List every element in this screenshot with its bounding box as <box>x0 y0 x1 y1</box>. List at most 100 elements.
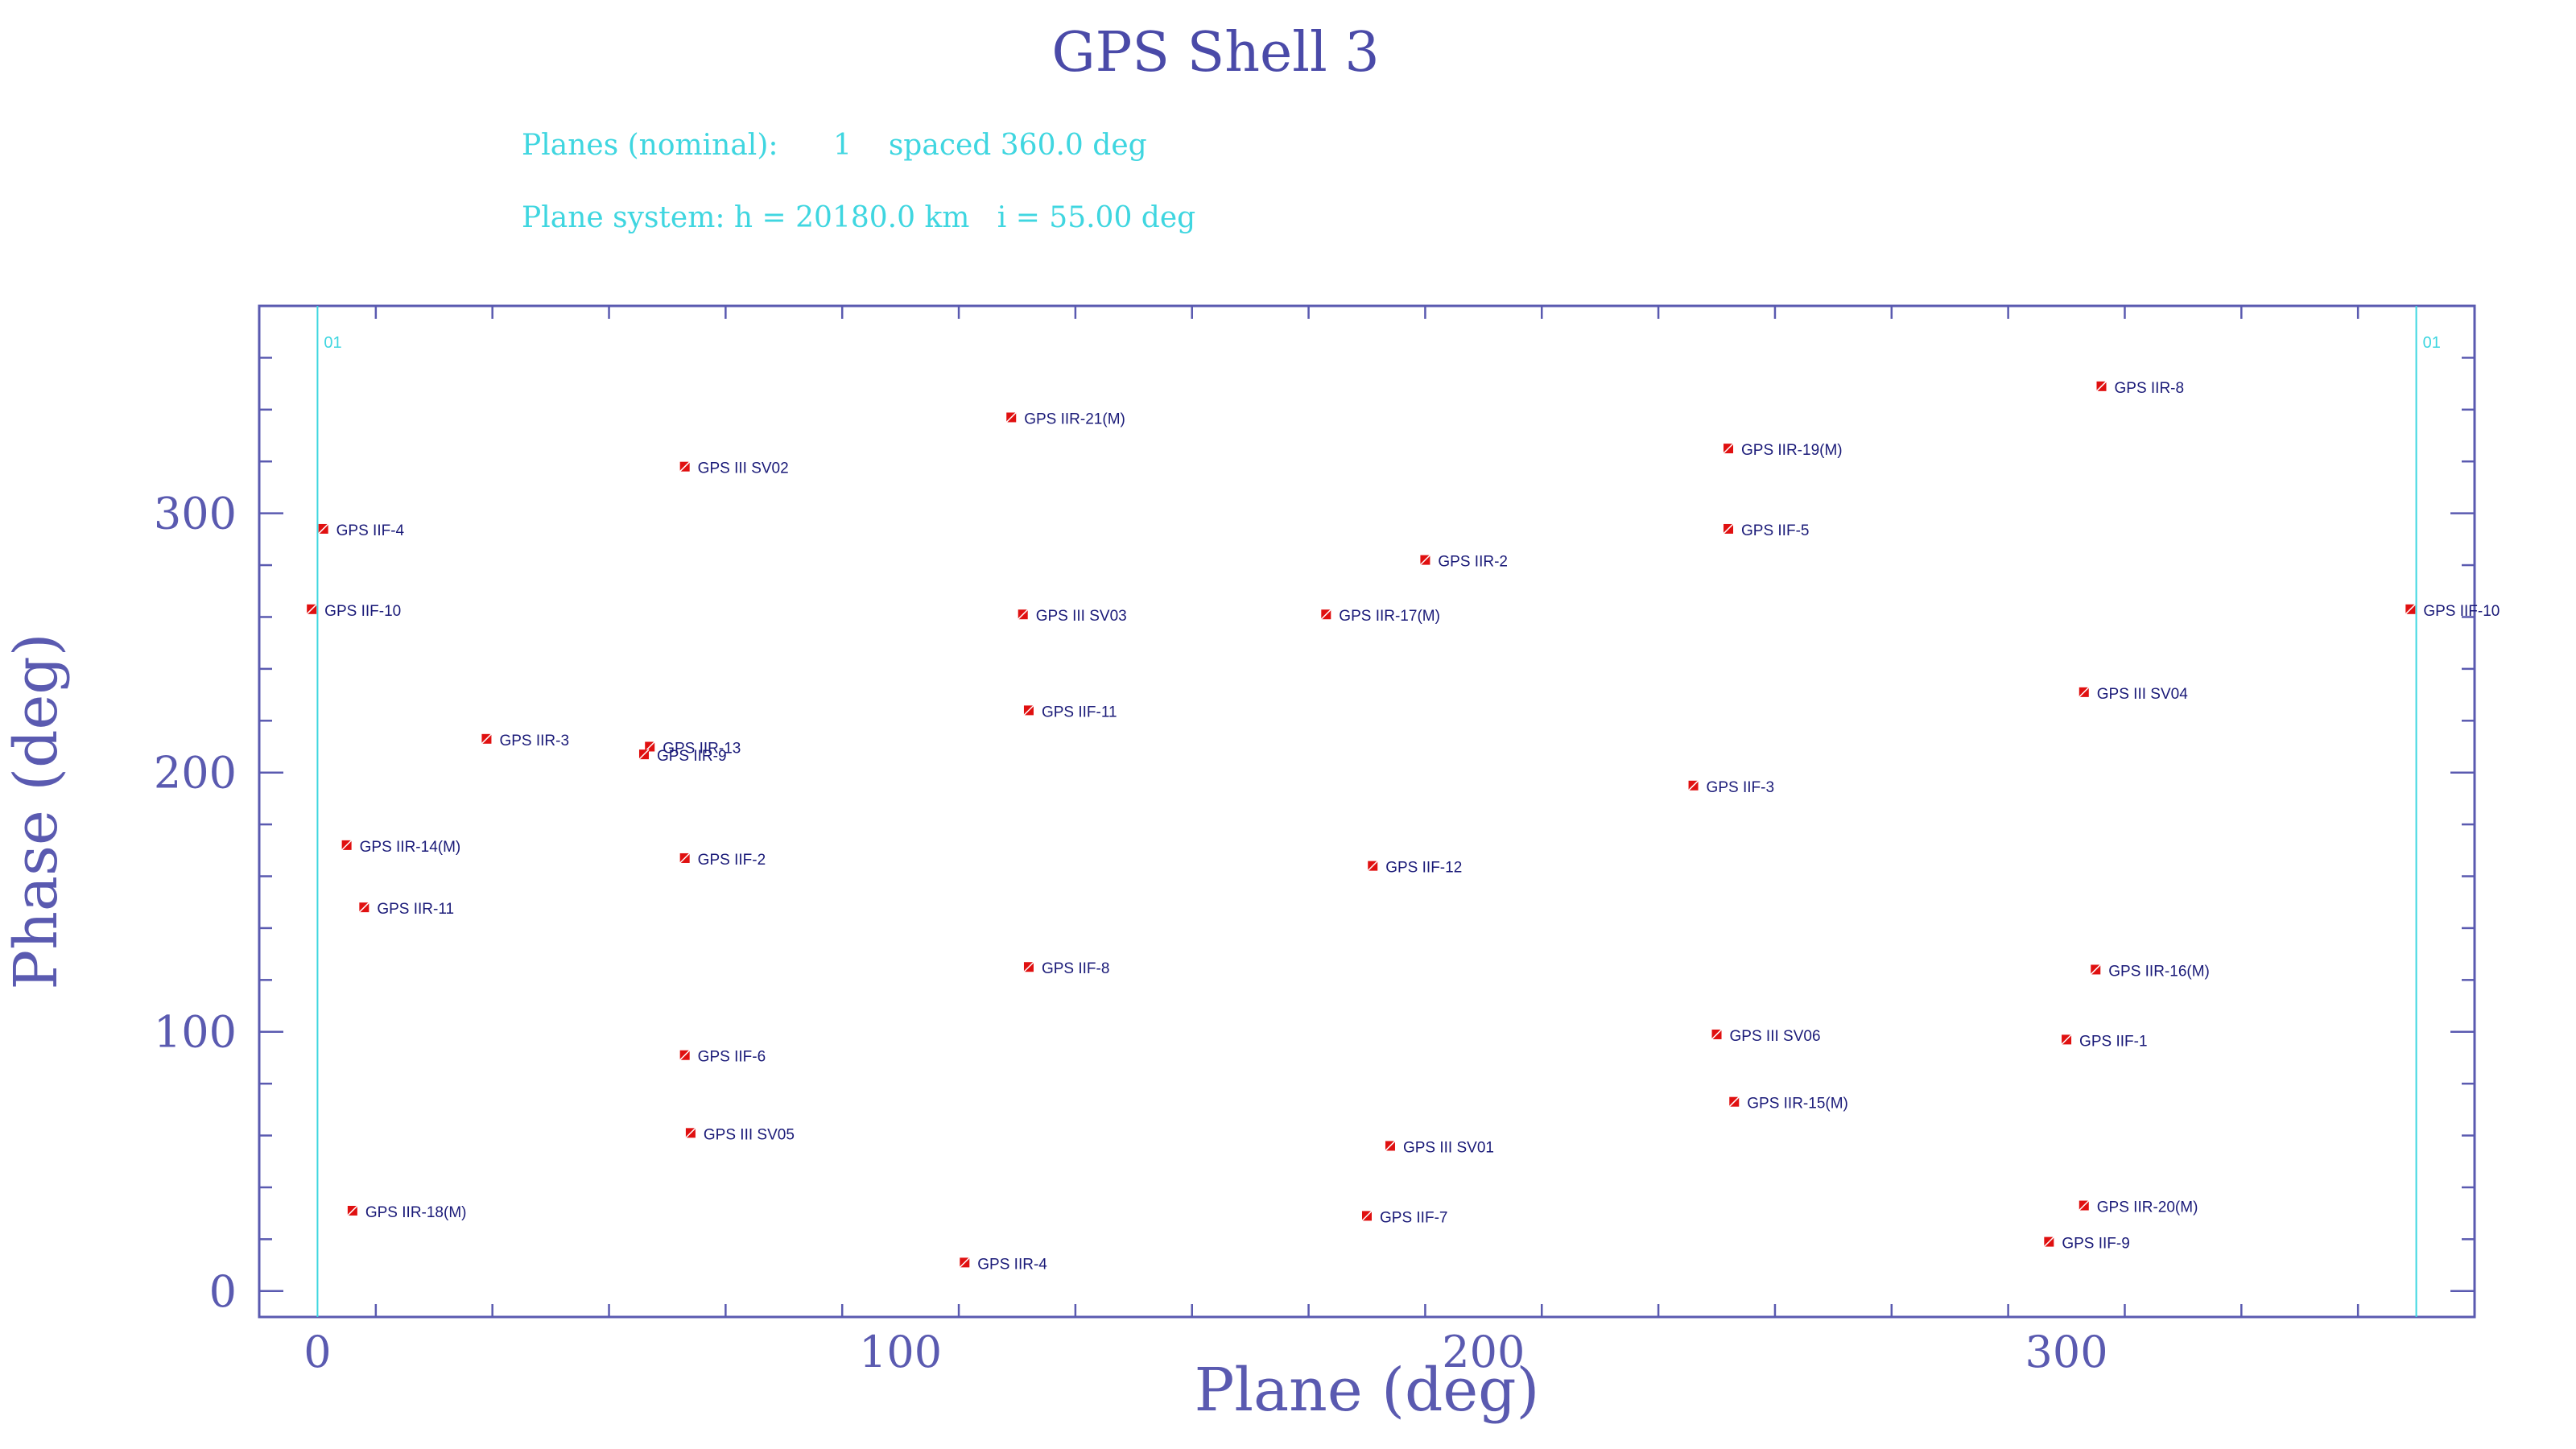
satellite-point: GPS IIR-8 <box>2095 380 2185 397</box>
plane-line-label: 01 <box>324 334 341 352</box>
satellite-point: GPS IIF-10 <box>2405 603 2500 620</box>
plane-line-label: 01 <box>2423 334 2441 352</box>
satellite-marker-slash <box>2061 1034 2072 1045</box>
satellite-point: GPS III SV02 <box>679 460 789 477</box>
satellite-point: GPS IIF-6 <box>679 1049 766 1066</box>
satellite-point: GPS IIR-15(M) <box>1728 1096 1848 1113</box>
satellite-label: GPS IIR-14(M) <box>360 839 461 856</box>
satellite-point: GPS IIR-11 <box>358 901 454 918</box>
satellite-marker-slash <box>959 1257 970 1268</box>
satellite-point: GPS IIR-20(M) <box>2079 1199 2198 1216</box>
satellite-label: GPS IIR-2 <box>1438 554 1508 571</box>
satellite-point: GPS IIR-2 <box>1419 554 1508 571</box>
satellite-label: GPS IIR-19(M) <box>1741 442 1843 459</box>
satellite-label: GPS IIR-16(M) <box>2108 963 2210 980</box>
satellite-marker-slash <box>1023 961 1034 972</box>
satellite-marker-slash <box>2090 964 2101 975</box>
satellite-label: GPS IIR-3 <box>499 733 569 749</box>
satellite-label: GPS IIF-10 <box>2423 603 2500 620</box>
satellite-point: GPS IIF-8 <box>1023 960 1109 977</box>
satellite-marker-slash <box>1711 1029 1723 1040</box>
satellite-label: GPS III SV06 <box>1730 1028 1821 1045</box>
satellite-marker-slash <box>638 749 650 760</box>
x-tick-label: 300 <box>2025 1327 2108 1377</box>
satellite-label: GPS IIF-1 <box>2079 1033 2147 1050</box>
y-tick-label: 300 <box>154 489 237 539</box>
satellite-marker-slash <box>2079 1199 2090 1212</box>
satellite-label: GPS IIF-3 <box>1707 779 1774 796</box>
satellite-label: GPS IIF-9 <box>2062 1236 2129 1253</box>
satellite-point: GPS IIF-3 <box>1688 779 1774 796</box>
satellite-point: GPS IIF-11 <box>1023 704 1117 720</box>
satellite-marker-slash <box>1728 1096 1740 1108</box>
satellite-label: GPS III SV03 <box>1036 608 1127 625</box>
satellite-marker-slash <box>1723 443 1734 454</box>
satellite-label: GPS IIF-5 <box>1741 522 1809 539</box>
satellite-point: GPS IIF-1 <box>2061 1033 2148 1050</box>
satellite-marker-slash <box>1723 523 1734 535</box>
satellite-point: GPS IIR-3 <box>481 733 569 749</box>
satellite-marker-slash <box>1361 1210 1373 1221</box>
satellite-label: GPS IIR-21(M) <box>1024 411 1125 427</box>
satellite-point: GPS IIR-16(M) <box>2090 963 2210 980</box>
satellite-marker-slash <box>2095 381 2107 392</box>
chart-title: GPS Shell 3 <box>1051 21 1379 85</box>
satellite-marker-slash <box>1005 411 1017 423</box>
y-tick-label: 0 <box>209 1266 237 1317</box>
satellite-label: GPS IIF-11 <box>1042 704 1117 720</box>
satellite-label: GPS IIR-8 <box>2115 380 2185 397</box>
plane-lines: 01 01 <box>316 306 2441 1317</box>
x-tick-label: 100 <box>859 1327 942 1377</box>
satellite-marker-slash <box>341 840 353 851</box>
satellite-label: GPS IIR-20(M) <box>2097 1199 2198 1216</box>
satellite-label: GPS IIF-10 <box>324 603 401 620</box>
x-axis-label: Plane (deg) <box>1195 1356 1540 1425</box>
y-axis-label: Phase (deg) <box>2 633 71 989</box>
y-tick-label: 200 <box>154 748 237 799</box>
satellite-marker-slash <box>481 733 492 745</box>
satellite-label: GPS III SV05 <box>704 1126 795 1143</box>
satellite-label: GPS III SV01 <box>1403 1139 1494 1156</box>
satellite-marker-slash <box>1385 1140 1396 1151</box>
satellite-marker-slash <box>347 1205 358 1216</box>
satellite-marker-slash <box>1419 555 1430 566</box>
satellite-label: GPS IIR-4 <box>977 1256 1047 1273</box>
y-tick-label: 100 <box>154 1007 237 1058</box>
satellite-point: GPS III SV01 <box>1385 1139 1494 1156</box>
satellite-point: GPS IIF-10 <box>306 603 401 620</box>
satellite-label: GPS IIF-12 <box>1385 860 1462 877</box>
satellite-point: GPS IIF-4 <box>318 522 405 539</box>
satellite-marker-slash <box>1367 861 1378 872</box>
satellite-label: GPS IIR-13 <box>663 740 741 757</box>
satellite-marker-slash <box>2079 687 2090 698</box>
satellite-marker-slash <box>2405 604 2416 615</box>
satellite-marker-slash <box>358 902 369 913</box>
plot-frame <box>258 304 2476 1319</box>
satellite-point: GPS IIR-14(M) <box>341 839 461 856</box>
satellite-label: GPS IIR-18(M) <box>365 1204 467 1221</box>
satellite-marker-slash <box>1688 780 1699 791</box>
axis-ticks <box>258 306 2476 1317</box>
satellite-point: GPS IIF-9 <box>2043 1236 2130 1253</box>
satellite-point: GPS III SV06 <box>1711 1028 1821 1045</box>
satellite-label: GPS IIR-9 <box>657 748 727 765</box>
satellite-point: GPS IIR-19(M) <box>1723 442 1843 459</box>
satellite-label: GPS IIF-2 <box>698 852 766 869</box>
satellite-label: GPS IIR-15(M) <box>1747 1096 1848 1113</box>
satellite-point: GPS IIF-12 <box>1367 860 1462 877</box>
planes-info: Planes (nominal): 1 spaced 360.0 deg <box>522 129 1147 162</box>
satellite-point: GPS III SV03 <box>1018 608 1127 625</box>
satellite-marker-slash <box>2043 1236 2054 1248</box>
satellite-label: GPS IIF-7 <box>1380 1209 1447 1226</box>
satellite-label: GPS IIR-11 <box>377 901 454 918</box>
satellite-point: GPS IIR-18(M) <box>347 1204 467 1221</box>
satellite-marker-slash <box>1320 609 1331 620</box>
satellite-label: GPS IIF-6 <box>698 1049 766 1066</box>
satellite-point: GPS IIR-9 <box>638 748 727 765</box>
x-tick-label: 0 <box>303 1327 331 1377</box>
satellite-point: GPS IIF-7 <box>1361 1209 1447 1226</box>
satellite-marker-slash <box>1018 609 1029 620</box>
satellite-marker-slash <box>679 461 691 473</box>
satellite-point: GPS IIR-17(M) <box>1320 608 1440 625</box>
